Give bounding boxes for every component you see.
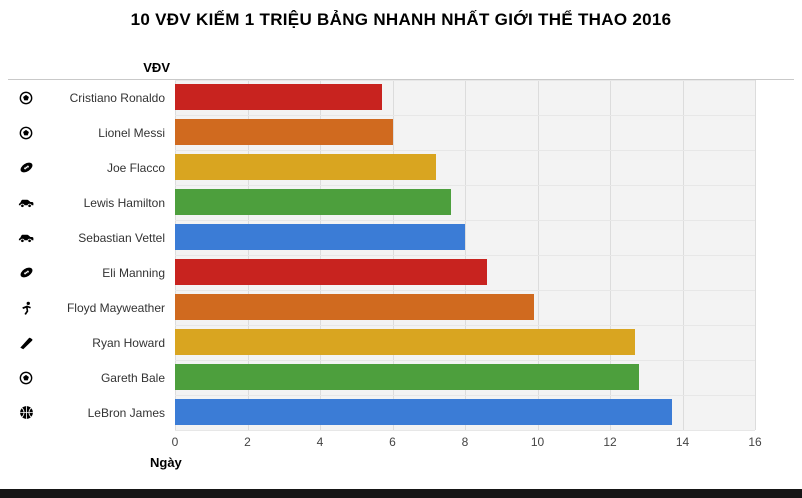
y-axis-label: VĐV bbox=[143, 60, 170, 75]
category-label: Joe Flacco bbox=[106, 160, 165, 175]
category-label: LeBron James bbox=[87, 405, 165, 420]
row-separator bbox=[175, 185, 755, 186]
x-axis-label: Ngày bbox=[150, 455, 182, 470]
plot-area bbox=[175, 80, 756, 431]
category-label: Lionel Messi bbox=[98, 125, 165, 140]
category-label: Cristiano Ronaldo bbox=[69, 90, 165, 105]
car-icon bbox=[18, 230, 34, 246]
chart-row: Sebastian Vettel bbox=[0, 220, 175, 255]
category-axis: Cristiano Ronaldo Lionel Messi Joe Flacco L… bbox=[0, 80, 175, 430]
top-divider bbox=[8, 79, 794, 80]
x-tick-label: 10 bbox=[530, 435, 545, 449]
row-separator bbox=[175, 80, 755, 81]
category-label: Ryan Howard bbox=[92, 335, 165, 350]
chart-row: Floyd Mayweather bbox=[0, 290, 175, 325]
category-label: Floyd Mayweather bbox=[66, 300, 165, 315]
american-football-icon bbox=[18, 265, 34, 281]
row-separator bbox=[175, 325, 755, 326]
row-separator bbox=[175, 290, 755, 291]
boxing-athlete-icon bbox=[18, 300, 34, 316]
x-tick-label: 2 bbox=[244, 435, 251, 449]
bar bbox=[175, 364, 639, 390]
category-label: Gareth Bale bbox=[100, 370, 165, 385]
row-separator bbox=[175, 430, 755, 431]
category-label: Lewis Hamilton bbox=[83, 195, 165, 210]
chart-row: Ryan Howard bbox=[0, 325, 175, 360]
chart-row: Gareth Bale bbox=[0, 360, 175, 395]
chart-row: Cristiano Ronaldo bbox=[0, 80, 175, 115]
x-tick-label: 14 bbox=[675, 435, 690, 449]
x-tick-label: 4 bbox=[316, 435, 324, 449]
chart-row: Lewis Hamilton bbox=[0, 185, 175, 220]
row-separator bbox=[175, 150, 755, 151]
x-tick-label: 16 bbox=[748, 435, 762, 449]
bar bbox=[175, 189, 451, 215]
bar bbox=[175, 329, 636, 355]
bar bbox=[175, 154, 436, 180]
basketball-icon bbox=[18, 405, 34, 421]
baseball-bat-icon bbox=[18, 335, 34, 351]
x-tick-label: 8 bbox=[461, 435, 469, 449]
chart-row: Lionel Messi bbox=[0, 115, 175, 150]
soccer-ball-icon bbox=[18, 90, 34, 106]
chart-title: 10 VĐV KIẾM 1 TRIỆU BẢNG NHANH NHẤT GIỚI… bbox=[130, 10, 672, 29]
soccer-ball-icon bbox=[18, 370, 34, 386]
bar bbox=[175, 224, 465, 250]
chart-row: Joe Flacco bbox=[0, 150, 175, 185]
row-separator bbox=[175, 220, 755, 221]
row-separator bbox=[175, 255, 755, 256]
x-axis: 0 2 4 6 8 10 12 14 16 bbox=[171, 435, 762, 451]
footer-bar bbox=[0, 489, 802, 498]
row-separator bbox=[175, 395, 755, 396]
bar bbox=[175, 294, 534, 320]
american-football-icon bbox=[18, 160, 34, 176]
category-label: Eli Manning bbox=[102, 265, 165, 280]
category-label: Sebastian Vettel bbox=[78, 230, 165, 245]
row-separator bbox=[175, 360, 755, 361]
x-tick-label: 12 bbox=[603, 435, 617, 449]
chart-row: Eli Manning bbox=[0, 255, 175, 290]
x-tick-label: 6 bbox=[389, 435, 396, 449]
chart-row: LeBron James bbox=[0, 395, 175, 430]
bar bbox=[175, 259, 487, 285]
car-icon bbox=[18, 195, 34, 211]
bar bbox=[175, 119, 393, 145]
bar bbox=[175, 399, 672, 425]
x-tick-label: 0 bbox=[171, 435, 179, 449]
bar bbox=[175, 84, 382, 110]
soccer-ball-icon bbox=[18, 125, 34, 141]
row-separator bbox=[175, 115, 755, 116]
gridline bbox=[755, 80, 756, 430]
